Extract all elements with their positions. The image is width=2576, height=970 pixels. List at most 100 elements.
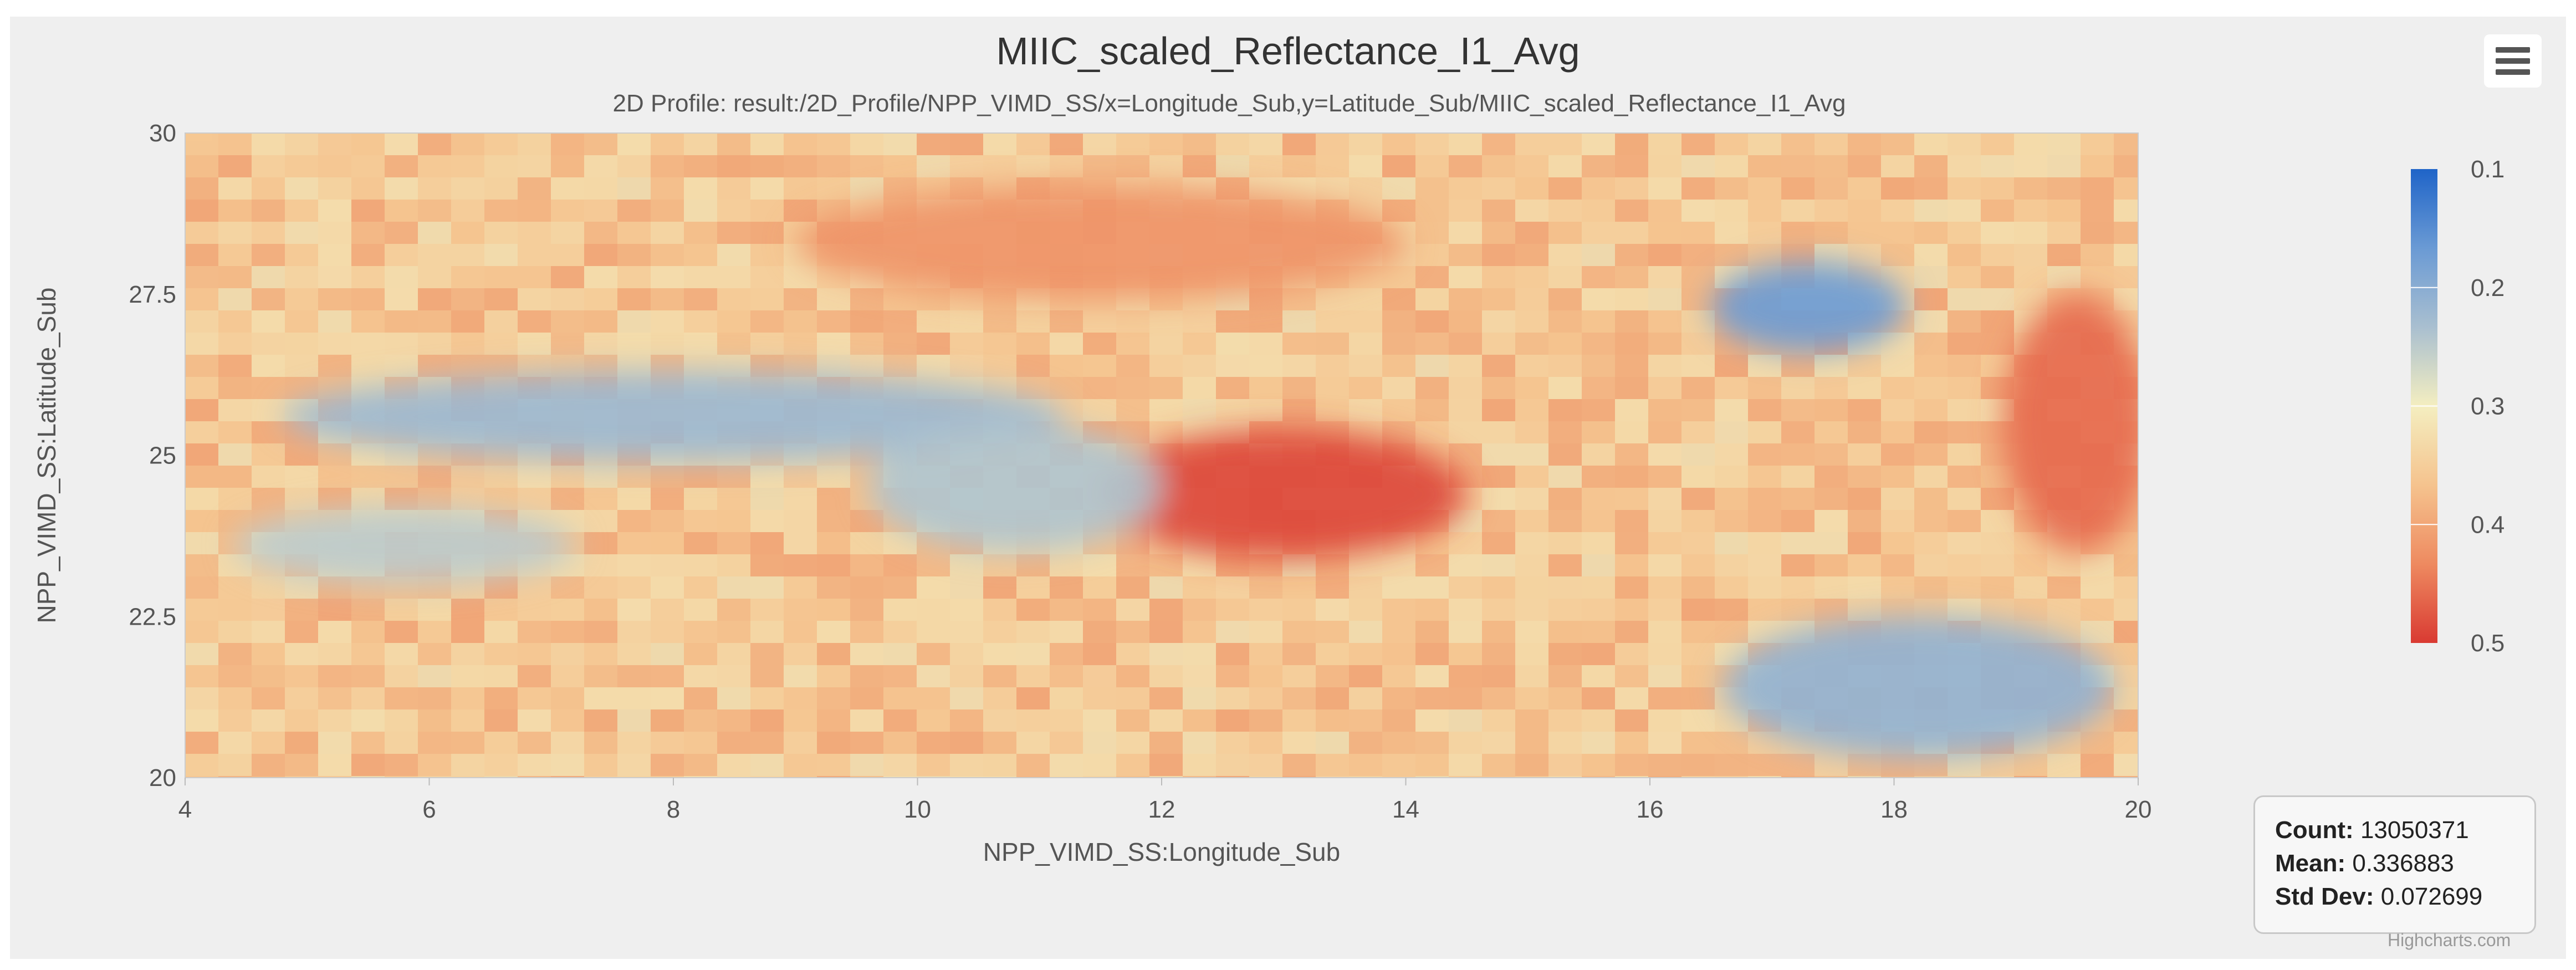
heatmap-cell	[917, 776, 950, 778]
heatmap-cell	[883, 643, 917, 666]
heatmap-cell	[617, 665, 651, 688]
heatmap-cell	[1316, 754, 1350, 777]
heatmap-cell	[1981, 155, 2015, 178]
heatmap-cell	[1881, 776, 1915, 778]
heatmap-cell	[1914, 310, 1948, 333]
heatmap-cell	[1083, 133, 1117, 156]
heatmap-cell	[750, 599, 784, 621]
heatmap-cell	[1050, 776, 1083, 778]
heatmap-cell	[385, 266, 418, 289]
heatmap-cell	[252, 155, 285, 178]
heatmap-cell	[252, 732, 285, 754]
heatmap-cell	[1681, 244, 1715, 267]
heatmap-cell	[1781, 576, 1815, 599]
heatmap-cell	[1116, 599, 1150, 621]
heatmap-cell	[218, 355, 252, 377]
heatmap-cell	[1083, 310, 1117, 333]
heatmap-cell	[584, 133, 618, 156]
heatmap-cell	[1249, 133, 1283, 156]
heatmap-cell	[1748, 133, 1782, 156]
heatmap-cell	[1515, 554, 1549, 577]
heatmap-cell	[617, 621, 651, 644]
heatmap-cell	[1149, 754, 1183, 777]
heatmap-cell	[1050, 687, 1083, 710]
heatmap-cell	[451, 709, 485, 732]
heatmap-cell	[1648, 599, 1682, 621]
heatmap-cell	[285, 310, 319, 333]
heatmap-cell	[684, 599, 718, 621]
heatmap-cell	[1715, 576, 1749, 599]
heatmap-cell	[551, 288, 585, 311]
heatmap-cell	[185, 421, 219, 444]
heatmap-cell	[1648, 266, 1682, 289]
heatmap-cell	[1515, 488, 1549, 510]
heatmap-cell	[1116, 377, 1150, 400]
heatmap-cell	[1914, 200, 1948, 222]
heatmap-cell	[1282, 288, 1316, 311]
heatmap-cell	[1548, 665, 1582, 688]
heatmap-cell	[1083, 732, 1117, 754]
heatmap-cell	[1249, 355, 1283, 377]
heatmap-cell	[185, 222, 219, 244]
heatmap-cell	[1482, 333, 1516, 355]
heatmap-cell	[551, 244, 585, 267]
heatmap-cell	[684, 333, 718, 355]
heatmap-cell	[1615, 177, 1649, 200]
heatmap-cell	[185, 754, 219, 777]
heatmap-cell	[1449, 665, 1483, 688]
heatmap-cell	[1914, 399, 1948, 422]
heatmap-cell	[1482, 665, 1516, 688]
heatmap-cell	[1548, 732, 1582, 754]
heatmap-cell	[1216, 155, 1250, 178]
heatmap-cell	[1681, 155, 1715, 178]
heatmap-cell	[684, 488, 718, 510]
heatmap-cell	[285, 222, 319, 244]
heatmap-cell	[2114, 665, 2138, 688]
heatmap-cell	[1548, 576, 1582, 599]
heatmap-cell	[385, 621, 418, 644]
heatmap-cell	[584, 310, 618, 333]
heatmap-cell	[1748, 554, 1782, 577]
heatmap-cell	[717, 488, 751, 510]
heatmap-cell	[1449, 776, 1483, 778]
credits-link[interactable]: Highcharts.com	[2388, 930, 2511, 950]
heatmap-cell	[451, 200, 485, 222]
heatmap-region-northeast-cool-patch	[1711, 262, 1907, 353]
heatmap-cell	[1981, 488, 2015, 510]
heatmap-cell	[717, 643, 751, 666]
heatmap-cell	[1149, 732, 1183, 754]
heatmap-cell	[2114, 709, 2138, 732]
heatmap-cell	[651, 133, 684, 156]
heatmap-cell	[950, 621, 984, 644]
heatmap-cell	[2114, 133, 2138, 156]
heatmap-cell	[451, 776, 485, 778]
heatmap-cell	[1482, 754, 1516, 777]
heatmap-cell	[1216, 355, 1250, 377]
heatmap-cell	[2014, 244, 2048, 267]
heatmap-cell	[850, 599, 884, 621]
heatmap-cell	[584, 155, 618, 178]
heatmap-cell	[418, 222, 452, 244]
heatmap-cell	[1615, 776, 1649, 778]
heatmap-cell	[617, 754, 651, 777]
heatmap-cell	[551, 754, 585, 777]
heatmap-cell	[1482, 200, 1516, 222]
heatmap-cell	[817, 510, 851, 533]
heatmap-cell	[883, 687, 917, 710]
heatmap-cell	[1382, 599, 1416, 621]
chart-menu-button[interactable]	[2484, 34, 2542, 88]
heatmap-cell	[1415, 665, 1449, 688]
heatmap-cell	[252, 377, 285, 400]
heatmap-cell	[2047, 754, 2081, 777]
heatmap-cell	[185, 687, 219, 710]
heatmap-cell	[1449, 532, 1483, 555]
heatmap-cell	[1615, 488, 1649, 510]
heatmap-cell	[1715, 466, 1749, 488]
heatmap-cell	[1648, 466, 1682, 488]
heatmap-cell	[1548, 443, 1582, 466]
heatmap-cell	[1715, 355, 1749, 377]
heatmap-cell	[1881, 155, 1915, 178]
heatmap-cell	[684, 532, 718, 555]
heatmap-cell	[1449, 200, 1483, 222]
heatmap-cell	[1948, 488, 1981, 510]
